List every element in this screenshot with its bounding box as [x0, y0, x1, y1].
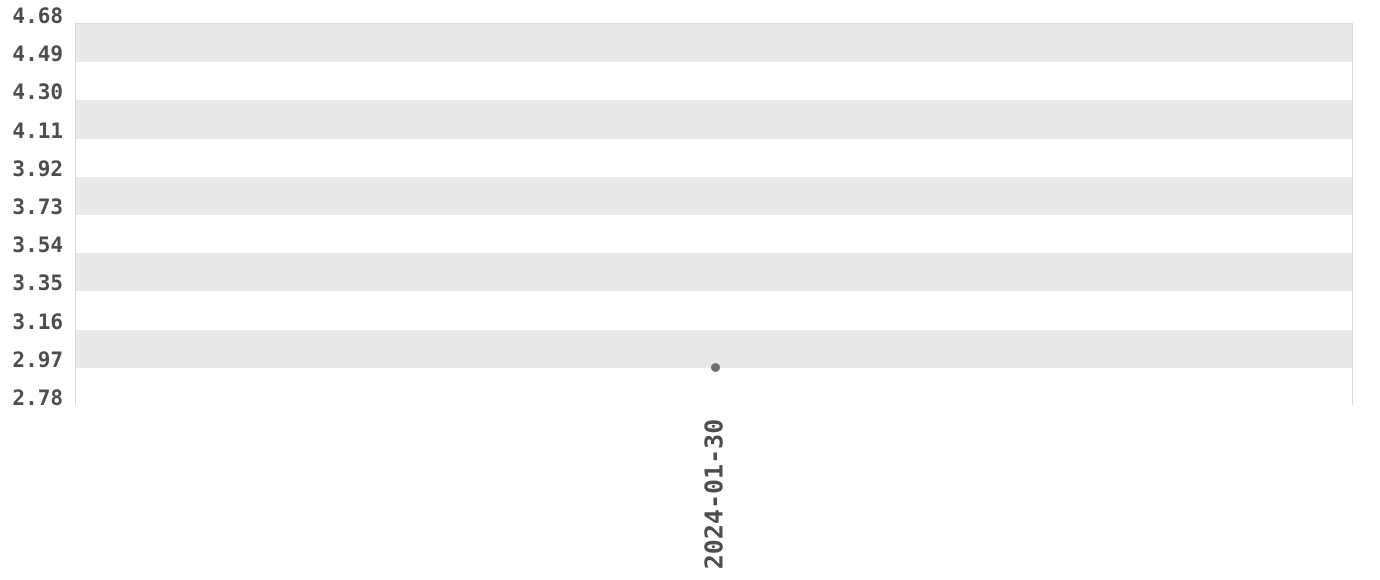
data-point[interactable]	[710, 363, 720, 373]
grid-band	[76, 367, 1352, 406]
y-tick-label: 2.78	[12, 386, 63, 410]
plot-area	[75, 23, 1353, 406]
y-tick-label: 4.49	[12, 42, 63, 67]
grid-band	[76, 291, 1352, 330]
grid-band	[76, 62, 1352, 101]
grid-band	[76, 215, 1352, 254]
y-tick-label: 4.30	[12, 80, 63, 105]
grid-band	[76, 176, 1352, 215]
x-tick-label: 2024-01-30	[699, 418, 729, 570]
grid-band	[76, 329, 1352, 368]
y-tick-label: 4.11	[12, 118, 63, 143]
grid-band	[76, 138, 1352, 177]
grid-band	[76, 253, 1352, 292]
y-tick-label: 3.54	[12, 233, 63, 258]
y-tick-label: 3.73	[12, 195, 63, 219]
y-tick-label: 3.16	[12, 309, 63, 334]
y-tick-label: 3.92	[12, 156, 63, 181]
y-tick-label: 4.68	[12, 4, 63, 28]
y-tick-label: 3.35	[12, 271, 63, 296]
grid-band	[76, 100, 1352, 139]
grid-band	[76, 24, 1352, 63]
y-tick-label: 2.97	[12, 347, 63, 372]
